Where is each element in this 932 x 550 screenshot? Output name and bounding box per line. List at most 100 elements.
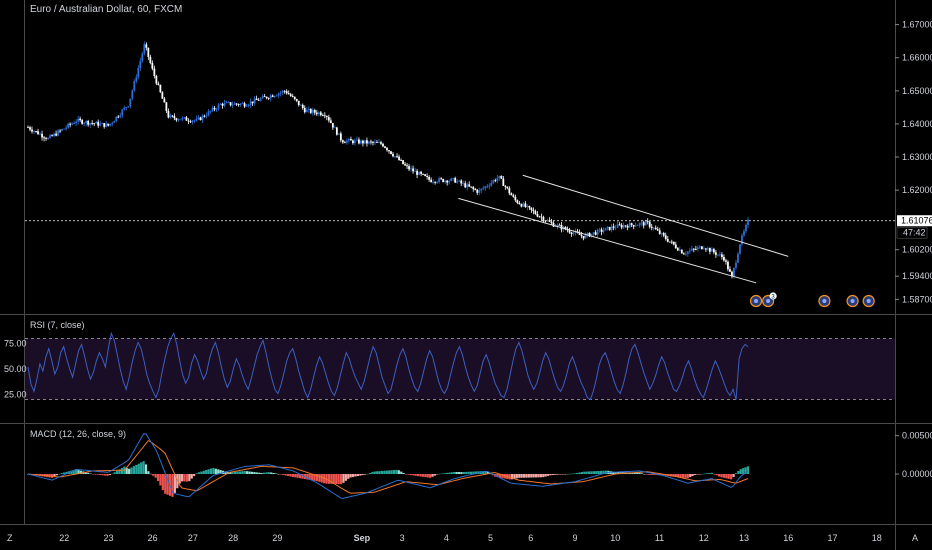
candle-body bbox=[356, 139, 358, 141]
macd-histogram-bar bbox=[253, 472, 256, 474]
candle-body bbox=[390, 151, 392, 154]
candle-body bbox=[388, 150, 390, 152]
candle-body bbox=[462, 183, 465, 185]
candle-body bbox=[364, 140, 366, 144]
macd-histogram-bar bbox=[144, 464, 148, 474]
macd-histogram-bar bbox=[238, 471, 242, 474]
macd-histogram-bar bbox=[101, 474, 104, 476]
macd-histogram-bar bbox=[77, 470, 80, 474]
candle-body bbox=[444, 180, 447, 182]
macd-histogram-bar bbox=[397, 470, 400, 474]
auto-scale-button[interactable]: A bbox=[912, 533, 918, 543]
candle-body bbox=[341, 140, 344, 143]
candle-body bbox=[73, 123, 76, 125]
candle-body bbox=[219, 103, 222, 105]
macd-histogram-bar bbox=[486, 471, 490, 474]
macd-histogram-bar bbox=[739, 469, 742, 474]
candle-body bbox=[91, 123, 94, 124]
macd-histogram-bar bbox=[99, 474, 102, 475]
macd-axis[interactable]: 0.00500 0.00000 bbox=[895, 431, 932, 479]
macd-histogram-bar bbox=[467, 471, 470, 474]
candle-body bbox=[396, 156, 398, 158]
macd-histogram-bar bbox=[205, 470, 208, 474]
candle-body bbox=[735, 262, 737, 268]
candle-body bbox=[708, 248, 711, 252]
macd-histogram-bar bbox=[701, 473, 704, 475]
candle-body bbox=[434, 181, 437, 183]
candle-body bbox=[352, 140, 354, 144]
candle-body bbox=[47, 137, 49, 140]
candle-body bbox=[632, 225, 635, 227]
rsi-axis[interactable]: 75.00 50.00 25.00 bbox=[4, 339, 27, 400]
candle-body bbox=[678, 249, 681, 251]
candle-body bbox=[614, 227, 617, 229]
candle-body bbox=[159, 85, 162, 93]
macd-histogram-bar bbox=[720, 474, 723, 478]
candle-body bbox=[315, 112, 318, 115]
candle-body bbox=[231, 104, 234, 106]
candle-body bbox=[191, 120, 194, 123]
macd-histogram-bar bbox=[260, 472, 263, 474]
time-tick-label: 16 bbox=[783, 533, 793, 543]
macd-histogram-bar bbox=[286, 474, 290, 476]
candle-body bbox=[115, 116, 118, 122]
candle-body bbox=[698, 246, 701, 248]
macd-histogram-bar bbox=[63, 472, 66, 474]
trend-channel[interactable] bbox=[458, 174, 789, 284]
macd-histogram-bar bbox=[195, 473, 198, 474]
candle-body bbox=[602, 230, 605, 232]
candle-body bbox=[550, 221, 553, 223]
candle-body bbox=[668, 241, 671, 243]
macd-histogram-bar bbox=[395, 469, 398, 474]
candle-body bbox=[452, 178, 455, 179]
candle-body bbox=[512, 195, 515, 197]
price-tick-label: 1.64000 bbox=[902, 119, 932, 129]
candle-body bbox=[676, 248, 679, 251]
candle-body bbox=[201, 115, 204, 121]
macd-histogram-bar bbox=[137, 463, 140, 474]
macd-histogram-bar bbox=[527, 474, 530, 478]
macd-histogram-bar bbox=[525, 474, 528, 478]
macd-histogram-bar bbox=[441, 473, 444, 475]
candle-body bbox=[55, 133, 57, 136]
price-tick-label: 1.65000 bbox=[902, 86, 932, 96]
candle-body bbox=[143, 44, 146, 54]
macd-histogram-bar bbox=[209, 468, 213, 474]
candle-body bbox=[715, 252, 717, 255]
candle-body bbox=[446, 180, 449, 183]
macd-histogram-bar bbox=[426, 474, 429, 478]
scale-mode-button[interactable]: Z bbox=[7, 533, 13, 543]
macd-histogram-bar bbox=[306, 474, 309, 480]
candle-body bbox=[187, 120, 190, 122]
candle-body bbox=[275, 95, 278, 97]
macd-histogram-bar bbox=[289, 474, 292, 477]
macd-histogram-bar bbox=[585, 471, 588, 474]
macd-histogram-bar bbox=[236, 471, 239, 474]
candle-body bbox=[596, 229, 599, 235]
candle-body bbox=[165, 102, 168, 111]
candle-body bbox=[660, 233, 663, 234]
candle-body bbox=[626, 226, 629, 228]
candle-body bbox=[721, 254, 723, 257]
macd-histogram-bar bbox=[587, 471, 591, 474]
macd-histogram-bar bbox=[539, 474, 543, 478]
candle-body bbox=[119, 115, 122, 117]
macd-histogram-bar bbox=[597, 470, 600, 474]
candle-body bbox=[692, 248, 695, 250]
time-axis[interactable]: 22 23 26 27 28 29 Sep 3 4 5 6 9 10 11 12 13 16 17 18 bbox=[59, 533, 882, 543]
candle-body bbox=[480, 188, 483, 191]
candle-body bbox=[642, 222, 645, 226]
candle-body bbox=[725, 260, 727, 262]
macd-histogram-bar bbox=[378, 471, 381, 474]
macd-histogram-bar bbox=[602, 470, 605, 474]
price-axis[interactable]: 1.67000 1.66000 1.65000 1.64000 1.63000 1.620… bbox=[895, 20, 932, 305]
candle-body bbox=[544, 220, 547, 222]
macd-histogram-bar bbox=[424, 474, 427, 478]
macd-histogram-bar bbox=[544, 474, 547, 477]
candle-body bbox=[221, 103, 224, 106]
economic-events[interactable]: 3 bbox=[749, 292, 875, 308]
macd-histogram-bar bbox=[132, 466, 136, 474]
macd-histogram-bar bbox=[448, 472, 451, 474]
